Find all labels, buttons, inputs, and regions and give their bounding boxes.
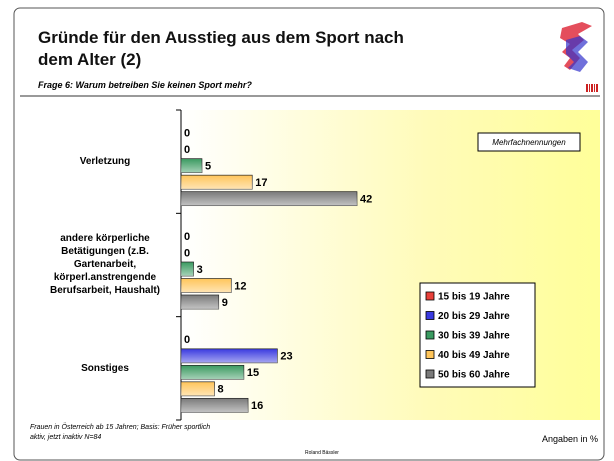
- bar-shade: [181, 348, 278, 363]
- legend-label: 40 bis 49 Jahre: [438, 350, 510, 361]
- value-label: 9: [222, 297, 228, 309]
- legend-swatch: [425, 350, 435, 359]
- value-label: 5: [205, 161, 211, 173]
- legend-swatch: [425, 330, 435, 340]
- annotation: Mehrfachnennungen: [492, 138, 566, 147]
- footnote: Frauen in Österreich ab 15 Jahren; Basis…: [30, 424, 211, 441]
- category-label: andere körperliche Betätigungen (z.B. Ga…: [49, 233, 161, 297]
- value-label: 0: [184, 128, 190, 140]
- bar-shade: [181, 381, 215, 396]
- annotation-box: [477, 132, 581, 152]
- slide-frame: [13, 7, 605, 461]
- bar-shade: [181, 158, 202, 173]
- value-label: 0: [184, 144, 190, 156]
- value-label: 15: [247, 367, 259, 379]
- subtitle: Frage 6: Warum betreiben Sie keinen Spor…: [38, 80, 252, 90]
- legend-swatch: [425, 311, 435, 320]
- bar-shade: [181, 365, 244, 380]
- legend-label: 30 bis 39 Jahre: [438, 331, 510, 342]
- legend-swatch: [425, 369, 435, 379]
- value-label: 42: [360, 194, 372, 206]
- value-label: 0: [184, 334, 190, 346]
- value-label: 3: [197, 264, 203, 276]
- bar-shade: [181, 262, 194, 276]
- legend-box: [419, 282, 536, 388]
- title: Gründe für den Ausstieg aus dem Sport na…: [38, 28, 404, 69]
- unit-note: Angaben in %: [541, 434, 598, 444]
- bar-shade: [181, 295, 219, 309]
- value-label: 16: [251, 400, 263, 412]
- value-label: 8: [218, 384, 224, 396]
- barcode-mark: [586, 84, 598, 92]
- value-label: 12: [234, 280, 246, 292]
- author: Roland Bässler: [305, 450, 339, 456]
- value-label: 23: [280, 351, 292, 363]
- legend-label: 20 bis 29 Jahre: [438, 311, 510, 322]
- value-label: 0: [184, 231, 190, 243]
- bar-shade: [181, 191, 357, 206]
- value-label: 0: [184, 247, 190, 259]
- bar-shade: [181, 398, 249, 413]
- category-label: Sonstiges: [81, 362, 129, 374]
- bar-shade: [181, 175, 253, 190]
- legend-label: 15 bis 19 Jahre: [438, 292, 510, 303]
- legend-swatch: [425, 291, 435, 301]
- legend-label: 50 bis 60 Jahre: [438, 370, 510, 381]
- bar-shade: [181, 278, 232, 293]
- value-label: 17: [255, 177, 267, 189]
- category-label: Verletzung: [79, 156, 131, 168]
- logo: [560, 22, 592, 72]
